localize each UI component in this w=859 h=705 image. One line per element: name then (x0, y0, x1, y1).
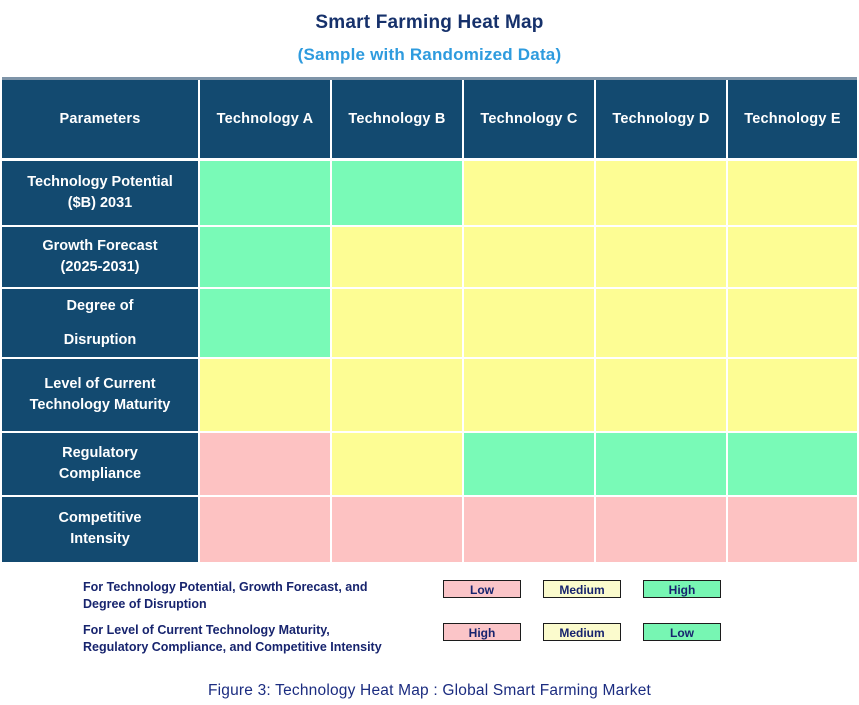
legend-swatches: Low Medium High (443, 578, 721, 598)
legend-description-line1: For Level of Current Technology Maturity… (83, 622, 330, 637)
row-label-line2: ($B) 2031 (67, 194, 133, 211)
row-label-line2: (2025-2031) (60, 258, 140, 275)
row-label-line1: Technology Potential (27, 173, 173, 190)
column-header-technology-c: Technology C (463, 80, 596, 161)
legend-description: For Level of Current Technology Maturity… (83, 621, 443, 656)
row-label: Growth Forecast (2025-2031) (2, 225, 200, 289)
heatmap-cell (595, 287, 728, 359)
heatmap-row: Regulatory Compliance (2, 431, 857, 497)
row-label-line1: Degree of (66, 297, 134, 314)
heatmap-cell (727, 495, 857, 562)
column-header-technology-a: Technology A (199, 80, 332, 161)
heatmap-cell (331, 287, 464, 359)
heatmap-cell (463, 159, 596, 227)
figure-caption: Figure 3: Technology Heat Map : Global S… (207, 681, 652, 699)
heatmap-cell (463, 431, 596, 497)
legend-description: For Technology Potential, Growth Forecas… (83, 578, 443, 613)
legend-swatches: High Medium Low (443, 621, 721, 641)
row-label-line1: Growth Forecast (42, 237, 158, 254)
heatmap-cell (595, 225, 728, 289)
heatmap-cell (595, 159, 728, 227)
legend-description-line2: Regulatory Compliance, and Competitive I… (83, 639, 382, 654)
heatmap-cell (727, 357, 857, 433)
heatmap-cell (331, 159, 464, 227)
row-label: Level of Current Technology Maturity (2, 357, 200, 433)
legend-description-line2: Degree of Disruption (83, 596, 207, 611)
column-header-technology-e: Technology E (727, 80, 857, 161)
heatmap-cell (199, 225, 332, 289)
heatmap-row: Competitive Intensity (2, 495, 857, 562)
heatmap-header-row: Parameters Technology A Technology B Tec… (2, 80, 857, 161)
heatmap-cell (199, 431, 332, 497)
heatmap-cell (199, 287, 332, 359)
row-label-line2: Compliance (58, 465, 142, 482)
heatmap-cell (463, 357, 596, 433)
heatmap-row: Technology Potential ($B) 2031 (2, 159, 857, 227)
legend-swatch: Medium (543, 579, 621, 598)
heatmap-row: Degree of Disruption (2, 287, 857, 359)
row-label: Technology Potential ($B) 2031 (2, 159, 200, 227)
heatmap-cell (727, 225, 857, 289)
legend-swatch: Low (643, 622, 721, 641)
heatmap-cell (199, 495, 332, 562)
legend-description-line1: For Technology Potential, Growth Forecas… (83, 579, 368, 594)
heatmap-cell (463, 287, 596, 359)
row-label-line1: Level of Current (44, 375, 156, 392)
legend-swatch: Low (443, 579, 521, 598)
row-label-line1: Regulatory (62, 444, 138, 461)
row-label: Competitive Intensity (2, 495, 200, 562)
heatmap-cell (595, 357, 728, 433)
row-label: Regulatory Compliance (2, 431, 200, 497)
legend-row: For Level of Current Technology Maturity… (83, 621, 859, 656)
heatmap-cell (463, 495, 596, 562)
column-header-technology-b: Technology B (331, 80, 464, 161)
heatmap-cell (595, 431, 728, 497)
heatmap-cell (727, 287, 857, 359)
page-subtitle: (Sample with Randomized Data) (297, 45, 562, 64)
heatmap-cell (331, 225, 464, 289)
row-label-line2: Technology Maturity (29, 396, 171, 413)
heatmap-table: Parameters Technology A Technology B Tec… (2, 80, 857, 562)
heatmap-cell (331, 431, 464, 497)
legend: For Technology Potential, Growth Forecas… (0, 578, 859, 656)
heatmap-cell (595, 495, 728, 562)
legend-swatch: High (443, 622, 521, 641)
column-header-technology-d: Technology D (595, 80, 728, 161)
title-block: Smart Farming Heat Map (Sample with Rand… (0, 0, 859, 68)
heatmap-cell (331, 495, 464, 562)
legend-row: For Technology Potential, Growth Forecas… (83, 578, 859, 613)
heatmap-cell (331, 357, 464, 433)
legend-swatch: High (643, 579, 721, 598)
heatmap-cell (463, 225, 596, 289)
row-label: Degree of Disruption (2, 287, 200, 359)
heatmap-row: Growth Forecast (2025-2031) (2, 225, 857, 289)
row-label-line1: Competitive (58, 510, 142, 526)
heatmap-cell (199, 357, 332, 433)
legend-swatch: Medium (543, 622, 621, 641)
heatmap-container: Parameters Technology A Technology B Tec… (2, 77, 857, 562)
heatmap-cell (199, 159, 332, 227)
page-title: Smart Farming Heat Map (315, 12, 544, 33)
row-label-line2: Disruption (63, 331, 137, 348)
row-label-line2: Intensity (70, 531, 130, 547)
heatmap-cell (727, 159, 857, 227)
heatmap-row: Level of Current Technology Maturity (2, 357, 857, 433)
heatmap-cell (727, 431, 857, 497)
heatmap-body: Technology Potential ($B) 2031 Growth Fore… (2, 159, 857, 562)
column-header-parameters: Parameters (2, 80, 200, 161)
